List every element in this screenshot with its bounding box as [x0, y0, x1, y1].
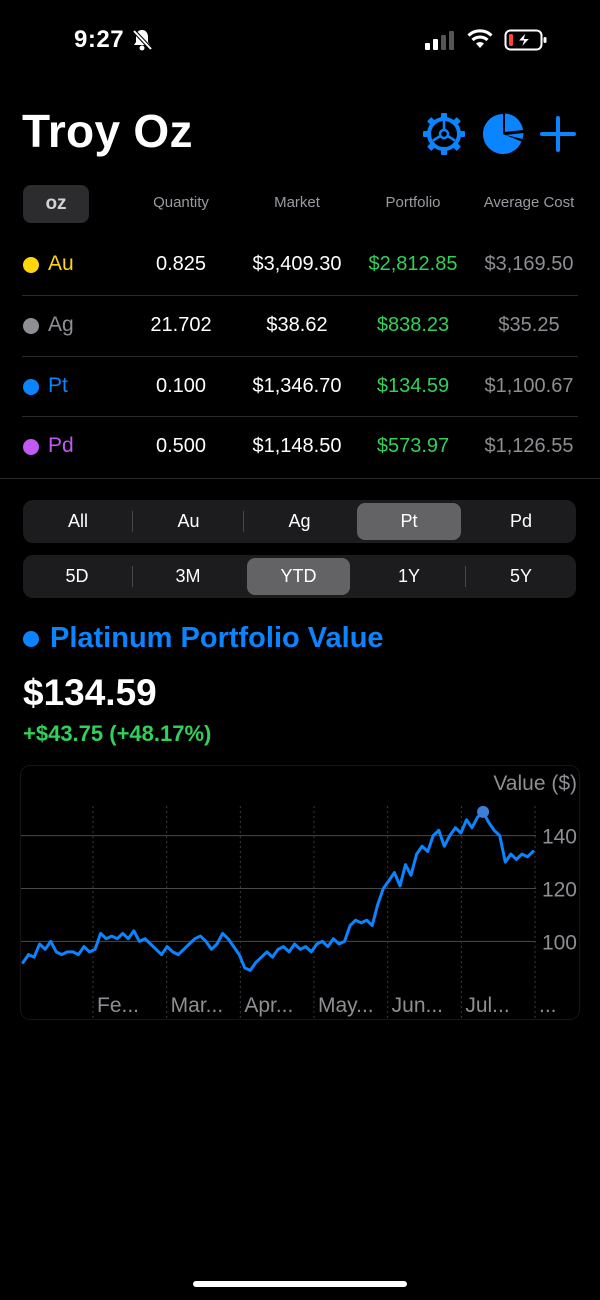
metal-row-ag[interactable]: Ag 21.702 $38.62 $838.23 $35.25	[0, 296, 600, 356]
metal-row-pt[interactable]: Pt 0.100 $1,346.70 $134.59 $1,100.67	[0, 357, 600, 417]
y-tick-label: 100	[542, 931, 577, 954]
y-axis-label: Value ($)	[493, 772, 577, 795]
market-value: $38.62	[266, 314, 328, 336]
portfolio-value: $134.59	[376, 375, 450, 397]
range-filter-ytd[interactable]: YTD	[247, 558, 350, 595]
metal-filter-pd[interactable]: Pd	[509, 511, 533, 531]
metal-row-au[interactable]: Au 0.825 $3,409.30 $2,812.85 $3,169.50	[0, 235, 600, 295]
range-filter-5d[interactable]: 5D	[65, 566, 89, 586]
market-value: $1,148.50	[252, 435, 342, 457]
metal-filter-ag[interactable]: Ag	[288, 511, 311, 531]
add-button[interactable]	[536, 112, 580, 156]
x-tick-label: ...	[539, 994, 557, 1017]
platinum-dot	[23, 631, 39, 647]
x-tick-label: Mar...	[171, 994, 224, 1017]
column-average-cost: Average Cost	[483, 194, 575, 211]
metal-symbol: Pt	[48, 374, 68, 397]
settings-button[interactable]	[422, 112, 466, 156]
x-tick-label: Jun...	[392, 994, 443, 1017]
signal-icon	[425, 31, 454, 50]
portfolio-value-title: Platinum Portfolio Value	[50, 622, 384, 654]
x-tick-label: Jul...	[465, 994, 509, 1017]
portfolio-total-value: $134.59	[23, 672, 157, 713]
column-portfolio: Portfolio	[385, 194, 441, 211]
section-divider	[0, 478, 600, 479]
metal-symbol: Ag	[48, 313, 74, 336]
range-filter: 5D 3M YTD 1Y 5Y	[23, 555, 576, 598]
segment-separator	[132, 566, 133, 587]
average-cost-value: $1,100.67	[484, 375, 574, 397]
market-value: $3,409.30	[252, 253, 342, 275]
row-divider	[22, 416, 578, 417]
battery-charging-icon	[504, 29, 547, 51]
metal-filter: All Au Ag Pt Pd	[23, 500, 576, 543]
metal-row-pd[interactable]: Pd 0.500 $1,148.50 $573.97 $1,126.55	[0, 417, 600, 477]
metal-filter-all[interactable]: All	[67, 511, 88, 531]
highlight-point	[477, 805, 490, 818]
metal-symbol: Au	[48, 252, 74, 275]
quantity-value: 21.702	[150, 314, 212, 336]
quantity-value: 0.825	[155, 253, 207, 275]
portfolio-value: $838.23	[376, 314, 450, 336]
average-cost-value: $3,169.50	[484, 253, 574, 275]
average-cost-value: $1,126.55	[484, 435, 574, 457]
bell-off-icon	[132, 29, 153, 51]
pie-chart-button[interactable]	[481, 112, 525, 156]
plus-icon	[540, 116, 576, 152]
column-quantity: Quantity	[153, 194, 209, 211]
page-title: Troy Oz	[22, 105, 193, 157]
value-chart-svg: Value ($) 100 120 140 Fe... Mar... Apr... May..…	[21, 772, 577, 1018]
status-bar: 9:27	[0, 0, 600, 80]
average-cost-value: $35.25	[498, 314, 560, 336]
color-dot	[23, 379, 39, 395]
metal-filter-pt[interactable]: Pt	[357, 503, 461, 540]
quantity-value: 0.500	[155, 435, 207, 457]
portfolio-value: $2,812.85	[368, 253, 458, 275]
segment-separator	[465, 566, 466, 587]
series-line	[21, 810, 535, 972]
x-tick-label: May...	[318, 994, 374, 1017]
gear-icon	[423, 113, 465, 155]
quantity-value: 0.100	[155, 375, 207, 397]
portfolio-value: $573.97	[376, 435, 450, 457]
metal-symbol: Pd	[48, 434, 74, 457]
y-tick-label: 120	[542, 879, 577, 902]
range-filter-5y[interactable]: 5Y	[509, 566, 533, 586]
portfolio-change: +$43.75 (+48.17%)	[23, 721, 212, 746]
y-tick-label: 140	[542, 826, 577, 849]
segment-separator	[132, 511, 133, 532]
color-dot	[23, 257, 39, 273]
value-chart[interactable]: Value ($) 100 120 140 Fe... Mar... Apr... May..…	[20, 765, 580, 1020]
column-market: Market	[274, 194, 320, 211]
wifi-icon	[467, 29, 493, 48]
unit-toggle[interactable]: oz	[23, 185, 89, 223]
row-divider	[22, 356, 578, 357]
x-tick-label: Apr...	[244, 994, 293, 1017]
status-time: 9:27	[74, 26, 125, 53]
home-indicator	[193, 1281, 407, 1287]
row-divider	[22, 295, 578, 296]
color-dot	[23, 439, 39, 455]
range-filter-1y[interactable]: 1Y	[397, 566, 421, 586]
color-dot	[23, 318, 39, 334]
market-value: $1,346.70	[252, 375, 342, 397]
x-tick-label: Fe...	[97, 994, 139, 1017]
metal-filter-au[interactable]: Au	[177, 511, 200, 531]
segment-separator	[243, 511, 244, 532]
range-filter-3m[interactable]: 3M	[175, 566, 201, 586]
pie-chart-icon	[482, 113, 524, 154]
